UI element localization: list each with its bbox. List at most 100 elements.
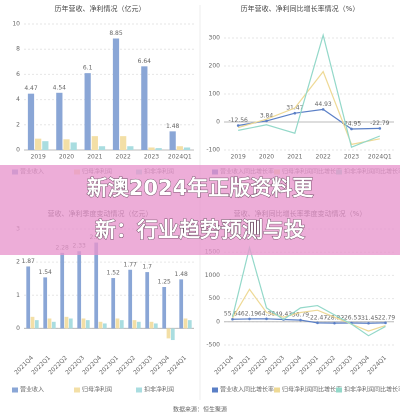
bar	[85, 320, 90, 329]
bar	[176, 146, 183, 150]
legend-label: 营业收入	[20, 386, 44, 394]
line	[238, 108, 380, 130]
x-tick-label: 2024Q1	[366, 354, 388, 376]
legend-swatch	[274, 387, 280, 393]
bar	[149, 321, 154, 329]
x-tick-label: 2020	[59, 154, 74, 161]
point	[265, 119, 268, 123]
bar	[94, 242, 99, 329]
data-label: 4.54	[53, 84, 67, 91]
bar	[98, 321, 103, 329]
y-tick-label: 10	[12, 21, 20, 28]
x-tick-label: 2023	[144, 154, 159, 161]
data-label: 6.1	[83, 65, 93, 72]
data-label: 1.48	[175, 271, 189, 278]
bar	[166, 328, 171, 339]
y-tick-label: 6	[16, 71, 20, 78]
bar	[56, 92, 63, 150]
line	[231, 288, 386, 332]
banner-line: 新澳2024年正版资料更	[87, 176, 314, 200]
y-tick-label: 200	[209, 63, 221, 70]
bar	[98, 146, 106, 150]
data-label: -24.95	[342, 120, 362, 127]
y-tick-label: 500	[209, 295, 221, 302]
legend-label: 营业收入同比增长率	[220, 386, 274, 394]
data-label: -22.79	[376, 314, 396, 321]
line	[232, 318, 386, 324]
x-tick-label: 2022	[116, 154, 131, 161]
data-label: 62.19	[241, 310, 258, 317]
bar	[179, 279, 184, 329]
data-label: 1.54	[39, 269, 53, 276]
bar	[77, 251, 82, 329]
point	[248, 317, 251, 321]
y-tick-label: 2	[16, 259, 20, 266]
bar	[119, 320, 124, 329]
bar	[27, 93, 35, 150]
bar	[127, 146, 134, 150]
y-tick-label: 2	[16, 121, 20, 128]
line	[237, 70, 380, 146]
legend-label: 归母净利润	[82, 386, 112, 394]
data-label: 1.77	[124, 261, 138, 268]
y-tick-label: 4	[16, 96, 20, 103]
data-label: 44.93	[315, 101, 332, 108]
legend-swatch	[212, 387, 218, 393]
bar	[170, 328, 175, 341]
x-tick-label: 2024Q1	[368, 154, 392, 161]
data-label: -22.79	[370, 120, 390, 127]
bar	[187, 320, 192, 329]
data-label: 1.7	[142, 264, 152, 271]
bar	[34, 320, 39, 329]
banner-line: 新：行业趋势预测与投	[95, 218, 305, 242]
x-tick-label: 2021	[87, 154, 102, 161]
x-tick-label: 2019	[231, 154, 246, 161]
legend-label: 扣非净利润	[144, 386, 174, 394]
bar	[162, 287, 167, 329]
y-tick-label: -500	[206, 342, 220, 349]
x-tick-label: 2024Q1	[168, 154, 192, 161]
bar	[141, 66, 148, 150]
point	[378, 127, 382, 130]
y-tick-label: 1	[16, 292, 20, 299]
data-label: -22.47	[308, 314, 328, 321]
y-tick-label: 100	[209, 91, 221, 98]
y-tick-label: 0	[16, 325, 20, 332]
line	[231, 245, 386, 337]
bar	[136, 321, 141, 329]
legend-label: 归母净利润同比增长率	[282, 386, 342, 394]
data-label: 64.38	[258, 310, 275, 317]
y-tick-label: 300	[209, 35, 221, 42]
data-label: -12.56	[228, 117, 248, 124]
data-label: 49.43	[275, 311, 292, 318]
bar	[169, 131, 176, 150]
bar	[153, 323, 158, 329]
x-tick-label: 2023	[344, 154, 359, 161]
point	[384, 321, 387, 325]
bar	[145, 272, 150, 329]
bar	[60, 252, 65, 329]
point	[350, 127, 353, 131]
legend-swatch	[336, 387, 342, 393]
point	[316, 321, 319, 325]
data-label: 1.87	[22, 258, 36, 265]
data-label: 1.52	[107, 270, 121, 277]
bar	[120, 136, 127, 150]
bar	[70, 142, 77, 150]
bar	[64, 316, 69, 329]
data-label: -26.53	[342, 315, 362, 322]
bar	[112, 38, 120, 150]
bar	[132, 320, 137, 329]
data-label: 1.48	[166, 123, 180, 130]
legend-label: 扣非净利润同比增长率	[344, 386, 400, 394]
bar	[128, 269, 133, 329]
bar	[115, 318, 120, 329]
y-tick-label: 8	[16, 46, 20, 53]
bar	[183, 147, 191, 150]
x-tick-label: 2024Q1	[166, 354, 188, 376]
chart-title: 历年营收、净利同比增长率情况（%）	[241, 4, 360, 13]
point	[333, 321, 336, 325]
point	[321, 108, 325, 111]
legend-swatch	[12, 387, 18, 393]
